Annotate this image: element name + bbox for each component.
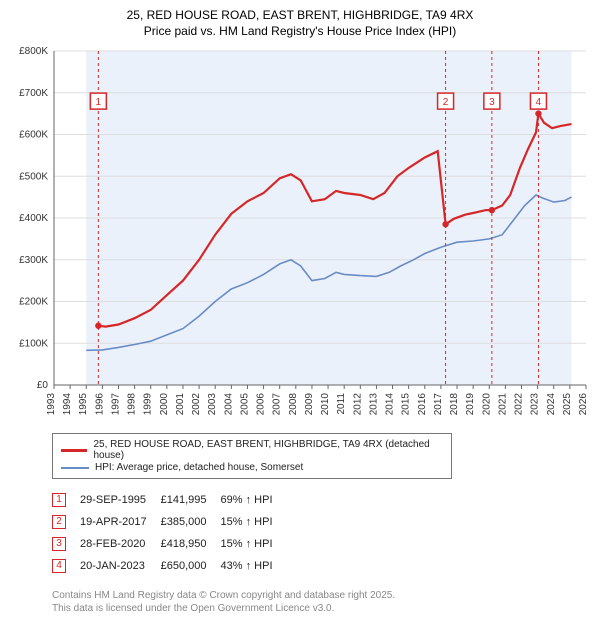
- footer-line-1: Contains HM Land Registry data © Crown c…: [52, 589, 590, 602]
- legend-row-red: 25, RED HOUSE ROAD, EAST BRENT, HIGHBRID…: [61, 439, 443, 461]
- title-line-1: 25, RED HOUSE ROAD, EAST BRENT, HIGHBRID…: [10, 8, 590, 24]
- svg-text:2025: 2025: [562, 393, 573, 416]
- svg-text:2014: 2014: [385, 393, 396, 416]
- table-row: 2 19-APR-2017£385,00015% ↑ HPI: [52, 511, 287, 533]
- svg-text:2024: 2024: [546, 393, 557, 416]
- svg-text:3: 3: [489, 97, 495, 108]
- svg-text:£600K: £600K: [19, 130, 48, 141]
- svg-text:2022: 2022: [514, 393, 525, 416]
- svg-text:1996: 1996: [94, 393, 105, 416]
- svg-text:£700K: £700K: [19, 88, 48, 99]
- marker-box-icon: 3: [52, 537, 66, 551]
- marker-date: 20-JAN-2023: [80, 555, 161, 577]
- legend-row-blue: HPI: Average price, detached house, Some…: [61, 462, 443, 473]
- svg-text:2006: 2006: [256, 393, 267, 416]
- legend: 25, RED HOUSE ROAD, EAST BRENT, HIGHBRID…: [52, 433, 452, 479]
- svg-text:2004: 2004: [223, 393, 234, 416]
- svg-text:2013: 2013: [368, 393, 379, 416]
- svg-text:2015: 2015: [401, 393, 412, 416]
- svg-text:2007: 2007: [272, 393, 283, 416]
- marker-box-icon: 1: [52, 493, 66, 507]
- table-row: 3 28-FEB-2020£418,95015% ↑ HPI: [52, 533, 287, 555]
- svg-text:1999: 1999: [143, 393, 154, 416]
- legend-swatch-red: [61, 449, 87, 452]
- svg-text:2019: 2019: [465, 393, 476, 416]
- svg-text:2: 2: [443, 97, 449, 108]
- marker-delta: 69% ↑ HPI: [221, 489, 287, 511]
- svg-text:£400K: £400K: [19, 213, 48, 224]
- svg-text:2020: 2020: [481, 393, 492, 416]
- table-row: 4 20-JAN-2023£650,00043% ↑ HPI: [52, 555, 287, 577]
- svg-text:£500K: £500K: [19, 171, 48, 182]
- svg-text:1997: 1997: [110, 393, 121, 416]
- svg-text:2002: 2002: [191, 393, 202, 416]
- svg-text:2008: 2008: [288, 393, 299, 416]
- svg-text:£800K: £800K: [19, 46, 48, 57]
- svg-text:1994: 1994: [62, 393, 73, 416]
- marker-date: 29-SEP-1995: [80, 489, 161, 511]
- marker-table: 1 29-SEP-1995£141,99569% ↑ HPI 2 19-APR-201…: [52, 489, 287, 577]
- legend-label-blue: HPI: Average price, detached house, Some…: [95, 462, 303, 473]
- marker-price: £141,995: [161, 489, 221, 511]
- svg-text:2017: 2017: [433, 393, 444, 416]
- svg-text:1993: 1993: [46, 393, 57, 416]
- legend-label-red: 25, RED HOUSE ROAD, EAST BRENT, HIGHBRID…: [93, 439, 443, 461]
- svg-text:£0: £0: [37, 380, 49, 391]
- svg-text:2012: 2012: [352, 393, 363, 416]
- svg-text:£100K: £100K: [19, 338, 48, 349]
- svg-text:2010: 2010: [320, 393, 331, 416]
- svg-text:1995: 1995: [78, 393, 89, 416]
- svg-text:1: 1: [96, 97, 102, 108]
- marker-box-icon: 2: [52, 515, 66, 529]
- table-row: 1 29-SEP-1995£141,99569% ↑ HPI: [52, 489, 287, 511]
- marker-price: £650,000: [161, 555, 221, 577]
- chart-svg: £0 £100K £200K £300K £400K £500K £600K £700K £80…: [10, 45, 590, 425]
- marker-delta: 15% ↑ HPI: [221, 511, 287, 533]
- marker-date: 28-FEB-2020: [80, 533, 161, 555]
- marker-price: £385,000: [161, 511, 221, 533]
- svg-text:2016: 2016: [417, 393, 428, 416]
- chart: £0 £100K £200K £300K £400K £500K £600K £700K £80…: [10, 45, 590, 425]
- svg-text:1998: 1998: [127, 393, 138, 416]
- marker-delta: 43% ↑ HPI: [221, 555, 287, 577]
- marker-box-icon: 4: [52, 559, 66, 573]
- title-block: 25, RED HOUSE ROAD, EAST BRENT, HIGHBRID…: [10, 8, 590, 39]
- footer: Contains HM Land Registry data © Crown c…: [52, 589, 590, 615]
- svg-text:2001: 2001: [175, 393, 186, 416]
- svg-text:2005: 2005: [239, 393, 250, 416]
- chart-container: 25, RED HOUSE ROAD, EAST BRENT, HIGHBRID…: [0, 0, 600, 625]
- title-line-2: Price paid vs. HM Land Registry's House …: [10, 24, 590, 40]
- svg-text:2026: 2026: [578, 393, 589, 416]
- svg-text:£200K: £200K: [19, 297, 48, 308]
- marker-delta: 15% ↑ HPI: [221, 533, 287, 555]
- svg-text:4: 4: [536, 97, 542, 108]
- footer-line-2: This data is licensed under the Open Gov…: [52, 602, 590, 615]
- marker-date: 19-APR-2017: [80, 511, 161, 533]
- legend-swatch-blue: [61, 467, 89, 469]
- svg-text:2018: 2018: [449, 393, 460, 416]
- svg-text:2009: 2009: [304, 393, 315, 416]
- svg-text:2021: 2021: [497, 393, 508, 416]
- svg-text:2003: 2003: [207, 393, 218, 416]
- marker-price: £418,950: [161, 533, 221, 555]
- svg-text:£300K: £300K: [19, 255, 48, 266]
- svg-text:2000: 2000: [159, 393, 170, 416]
- svg-text:2011: 2011: [336, 393, 347, 415]
- svg-text:2023: 2023: [530, 393, 541, 416]
